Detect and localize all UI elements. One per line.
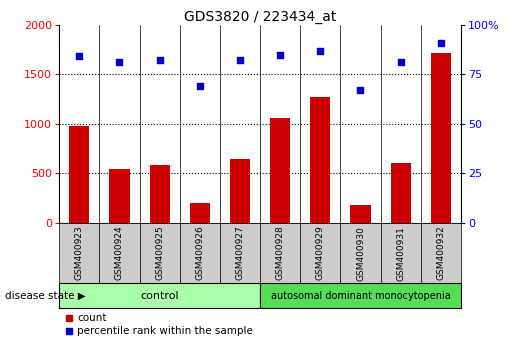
Bar xyxy=(220,223,260,283)
Bar xyxy=(140,223,180,283)
Bar xyxy=(421,223,461,283)
Bar xyxy=(431,52,451,223)
Point xyxy=(236,58,244,63)
Text: autosomal dominant monocytopenia: autosomal dominant monocytopenia xyxy=(270,291,451,301)
Text: GSM400924: GSM400924 xyxy=(115,226,124,280)
Point xyxy=(356,87,365,93)
Bar xyxy=(109,169,129,223)
Bar xyxy=(260,283,461,308)
Text: GSM400929: GSM400929 xyxy=(316,226,325,280)
Bar xyxy=(310,97,330,223)
Text: GSM400928: GSM400928 xyxy=(276,226,285,280)
Point xyxy=(196,84,204,89)
Bar xyxy=(390,162,410,223)
Point xyxy=(75,54,83,59)
Text: GSM400923: GSM400923 xyxy=(75,226,84,280)
Point xyxy=(156,58,164,63)
Bar xyxy=(260,223,300,283)
Bar xyxy=(270,118,290,223)
Bar xyxy=(190,203,210,223)
Text: GSM400930: GSM400930 xyxy=(356,225,365,281)
Bar xyxy=(350,205,370,223)
Point xyxy=(276,52,284,57)
Bar xyxy=(59,223,99,283)
Bar xyxy=(300,223,340,283)
Text: disease state ▶: disease state ▶ xyxy=(5,291,86,301)
Text: GSM400932: GSM400932 xyxy=(436,226,445,280)
Bar xyxy=(180,223,220,283)
Bar xyxy=(59,283,260,308)
Text: GSM400926: GSM400926 xyxy=(195,226,204,280)
Bar xyxy=(340,223,381,283)
Bar xyxy=(149,165,169,223)
Point xyxy=(437,40,445,45)
Legend: count, percentile rank within the sample: count, percentile rank within the sample xyxy=(64,313,253,336)
Point xyxy=(397,59,405,65)
Text: GSM400927: GSM400927 xyxy=(235,226,245,280)
Bar xyxy=(69,126,89,223)
Point xyxy=(316,48,324,53)
Bar xyxy=(99,223,140,283)
Text: GSM400931: GSM400931 xyxy=(396,225,405,281)
Point xyxy=(115,59,124,65)
Text: GSM400925: GSM400925 xyxy=(155,226,164,280)
Text: control: control xyxy=(140,291,179,301)
Title: GDS3820 / 223434_at: GDS3820 / 223434_at xyxy=(184,10,336,24)
Bar xyxy=(381,223,421,283)
Bar xyxy=(230,159,250,223)
